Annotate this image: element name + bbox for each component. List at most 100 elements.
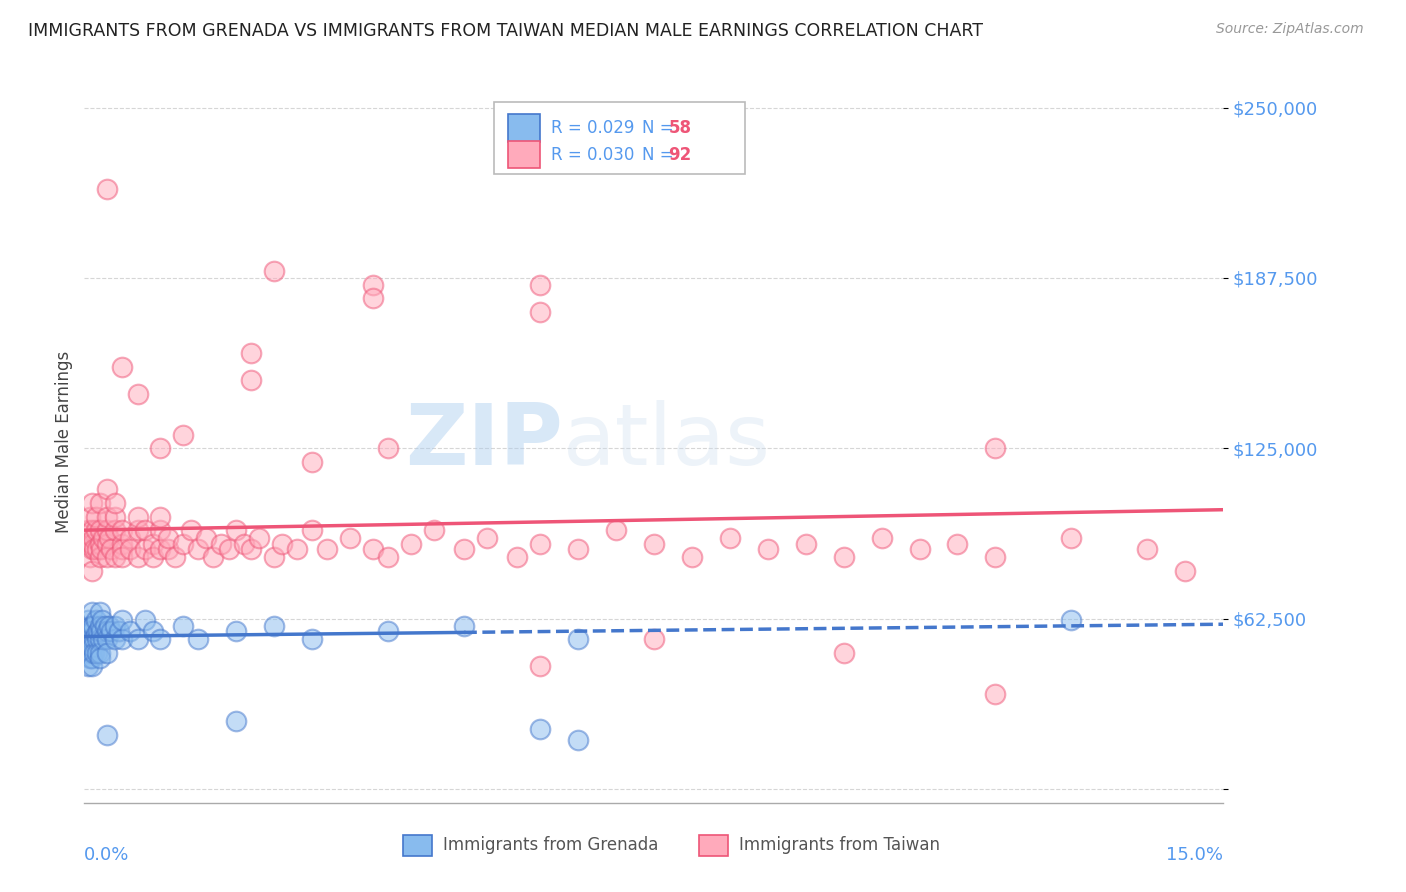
Point [187,632,209,647]
Point [529,659,551,673]
Point [1060,613,1083,627]
Point [89,550,111,565]
Point [643,632,665,647]
Point [90,542,112,557]
Point [97,532,120,546]
Point [89,605,111,619]
Point [79,651,101,665]
Point [84,613,107,627]
Point [361,277,384,292]
Point [270,537,292,551]
Point [567,733,589,747]
Point [96,646,118,660]
Text: IMMIGRANTS FROM GRENADA VS IMMIGRANTS FROM TAIWAN MEDIAN MALE EARNINGS CORRELATI: IMMIGRANTS FROM GRENADA VS IMMIGRANTS FR… [28,22,983,40]
Point [339,532,361,546]
Point [111,359,134,374]
Point [172,618,194,632]
Point [156,532,179,546]
Point [605,523,627,537]
Point [127,632,149,647]
Point [156,542,179,557]
Point [83,632,105,647]
Point [77,613,100,627]
Point [118,624,141,638]
Point [263,264,285,278]
Point [80,496,103,510]
Point [529,722,551,736]
Point [100,624,122,638]
Point [104,632,127,647]
Text: 58: 58 [669,119,692,137]
Point [194,532,217,546]
Point [96,482,118,496]
Point [79,640,101,655]
Point [377,550,399,565]
Point [240,373,263,387]
Point [681,550,703,565]
Point [80,624,103,638]
Point [209,537,232,551]
Point [142,537,165,551]
Point [89,523,111,537]
Point [529,305,551,319]
Point [89,618,111,632]
Point [453,542,475,557]
Point [240,542,263,557]
Point [247,532,270,546]
Point [104,509,127,524]
Point [96,537,118,551]
Point [908,542,931,557]
Point [149,523,172,537]
Point [832,646,855,660]
Point [84,626,107,640]
Point [79,618,101,632]
Point [79,509,101,524]
Point [84,523,107,537]
Point [77,523,100,537]
Point [718,532,741,546]
Point [134,613,156,627]
Point [86,646,108,660]
Point [107,624,129,638]
Bar [508,141,540,169]
Point [76,537,98,551]
Text: ZIP: ZIP [405,400,562,483]
Point [77,632,100,647]
Point [77,646,100,660]
Text: Immigrants from Grenada: Immigrants from Grenada [443,837,658,855]
Point [93,632,115,647]
Point [84,509,107,524]
Point [96,550,118,565]
Point [1136,542,1159,557]
Point [1060,532,1083,546]
Y-axis label: Median Male Earnings: Median Male Earnings [55,351,73,533]
Point [377,624,399,638]
Point [794,537,817,551]
Point [89,496,111,510]
Point [80,632,103,647]
Point [89,537,111,551]
Point [87,624,110,638]
Point [82,618,104,632]
Point [80,605,103,619]
Point [567,632,589,647]
Point [96,728,118,742]
Point [127,523,149,537]
Point [399,537,422,551]
Text: R = 0.030: R = 0.030 [551,145,634,164]
Point [96,523,118,537]
Point [111,523,134,537]
Point [984,442,1007,456]
Point [97,618,120,632]
Point [172,427,194,442]
Point [165,550,187,565]
Point [232,537,254,551]
Point [475,532,498,546]
Point [127,509,149,524]
FancyBboxPatch shape [495,102,745,174]
Point [301,632,323,647]
Point [984,550,1007,565]
Point [172,537,194,551]
Point [80,618,103,632]
Point [149,632,172,647]
